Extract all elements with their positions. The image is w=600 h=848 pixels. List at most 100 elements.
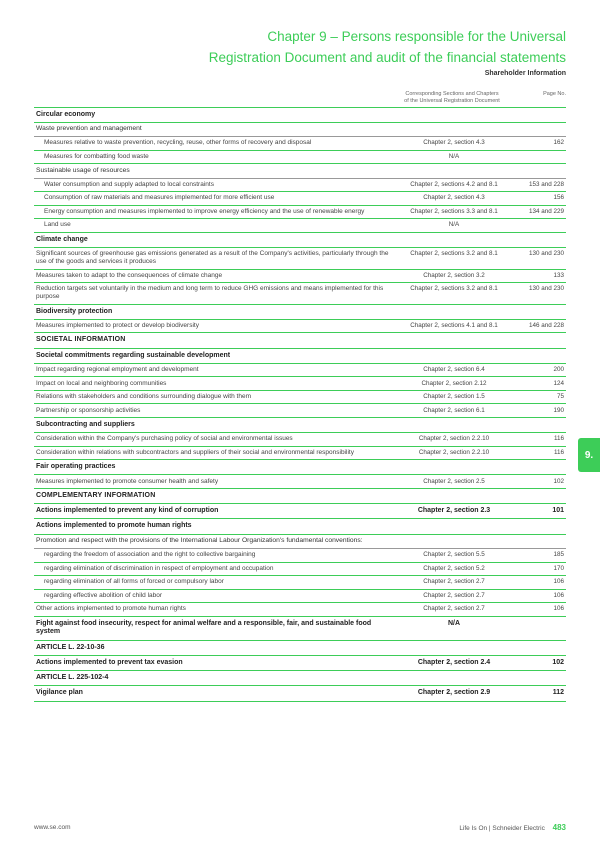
table-row-section: Chapter 2, sections 3.3 and 8.1 xyxy=(394,205,514,219)
table-row-page: 190 xyxy=(514,404,566,418)
table-row-page: 146 and 228 xyxy=(514,319,566,333)
section-ref xyxy=(394,640,514,655)
sub-heading: Promotion and respect with the provision… xyxy=(34,534,394,548)
col3-label: Page No. xyxy=(514,91,566,104)
section-heading: SOCIETAL INFORMATION xyxy=(34,333,394,348)
section-ref xyxy=(394,671,514,686)
table-row-desc: Consideration within relations with subc… xyxy=(34,446,394,460)
page-ref xyxy=(514,671,566,686)
section-heading: Vigilance plan xyxy=(34,686,394,701)
table-row-desc: Water consumption and supply adapted to … xyxy=(34,178,394,192)
table-row-section: Chapter 2, section 3.2 xyxy=(394,269,514,283)
table-row-section: Chapter 2, sections 4.2 and 8.1 xyxy=(394,178,514,192)
section-ref: N/A xyxy=(394,616,514,640)
column-headers: Corresponding Sections and Chapters of t… xyxy=(34,91,566,104)
section-ref xyxy=(394,333,514,348)
page-ref xyxy=(514,640,566,655)
table-row-section: N/A xyxy=(394,219,514,233)
table-row-desc: Land use xyxy=(34,219,394,233)
table-row-page: 133 xyxy=(514,269,566,283)
table-row-desc: Measures implemented to promote consumer… xyxy=(34,475,394,489)
page-footer: www.se.com Life Is On | Schneider Electr… xyxy=(34,823,566,832)
section-ref xyxy=(394,460,514,475)
table-row-page: 200 xyxy=(514,363,566,377)
table-row-desc: regarding elimination of all forms of fo… xyxy=(34,576,394,590)
page-ref xyxy=(514,333,566,348)
table-row-section: Chapter 2, section 2.7 xyxy=(394,589,514,603)
table-row-page: 75 xyxy=(514,390,566,404)
section-heading: Fair operating practices xyxy=(34,460,394,475)
table-row-page: 153 and 228 xyxy=(514,178,566,192)
table-row-section: Chapter 2, section 6.4 xyxy=(394,363,514,377)
table-row-desc: Relations with stakeholders and conditio… xyxy=(34,390,394,404)
section-heading: Societal commitments regarding sustainab… xyxy=(34,348,394,363)
section-heading: Climate change xyxy=(34,232,394,247)
header-subtitle: Shareholder Information xyxy=(34,70,566,77)
section-heading: Biodiversity protection xyxy=(34,304,394,319)
page-ref xyxy=(514,616,566,640)
table-row-page xyxy=(514,219,566,233)
table-row-page xyxy=(514,150,566,164)
table-row-section: Chapter 2, sections 4.1 and 8.1 xyxy=(394,319,514,333)
sub-heading: Sustainable usage of resources xyxy=(34,164,394,178)
table-row-page: 106 xyxy=(514,576,566,590)
page-ref xyxy=(514,519,566,534)
page-ref xyxy=(514,232,566,247)
footer-tagline: Life Is On | Schneider Electric xyxy=(459,825,545,832)
col2-label-b: of the Universal Registration Document xyxy=(404,98,500,104)
table-row-desc: Measures relative to waste prevention, r… xyxy=(34,137,394,151)
table-row-section: Chapter 2, section 2.12 xyxy=(394,377,514,391)
table-row-page: 106 xyxy=(514,589,566,603)
table-row-desc: Impact regarding regional employment and… xyxy=(34,363,394,377)
chapter-title-line2: Registration Document and audit of the f… xyxy=(34,49,566,67)
table-row-page: 130 and 230 xyxy=(514,283,566,305)
section-ref xyxy=(394,304,514,319)
page-ref: 102 xyxy=(514,655,566,670)
table-row-desc: Energy consumption and measures implemen… xyxy=(34,205,394,219)
table-row-section: Chapter 2, sections 3.2 and 8.1 xyxy=(394,247,514,269)
table-row-desc: Impact on local and neighboring communit… xyxy=(34,377,394,391)
page-ref xyxy=(514,107,566,122)
table-row-page: 124 xyxy=(514,377,566,391)
col2-label-a: Corresponding Sections and Chapters xyxy=(405,91,498,97)
section-heading: Actions implemented to prevent any kind … xyxy=(34,504,394,519)
table-row-section: Chapter 2, section 4.3 xyxy=(394,192,514,206)
chapter-title-line1: Chapter 9 – Persons responsible for the … xyxy=(34,28,566,46)
section-heading: COMPLEMENTARY INFORMATION xyxy=(34,488,394,503)
table-row-section: Chapter 2, section 6.1 xyxy=(394,404,514,418)
section-ref: Chapter 2, section 2.4 xyxy=(394,655,514,670)
section-ref xyxy=(394,348,514,363)
section-heading: ARTICLE L. 225-102-4 xyxy=(34,671,394,686)
table-row-desc: Reduction targets set voluntarily in the… xyxy=(34,283,394,305)
table-row-section: Chapter 2, section 1.5 xyxy=(394,390,514,404)
table-row-page: 170 xyxy=(514,562,566,576)
table-row-desc: regarding effective abolition of child l… xyxy=(34,589,394,603)
section-heading: Subcontracting and suppliers xyxy=(34,417,394,432)
page-ref: 112 xyxy=(514,686,566,701)
page-ref xyxy=(514,417,566,432)
table-row-page: 130 and 230 xyxy=(514,247,566,269)
table-row-section: Chapter 2, section 2.5 xyxy=(394,475,514,489)
sub-heading: Waste prevention and management xyxy=(34,122,394,136)
page-ref xyxy=(514,348,566,363)
section-heading: Circular economy xyxy=(34,107,394,122)
table-row-page: 156 xyxy=(514,192,566,206)
table-row-desc: regarding the freedom of association and… xyxy=(34,549,394,563)
section-ref xyxy=(394,107,514,122)
table-row-page: 102 xyxy=(514,475,566,489)
section-ref xyxy=(394,488,514,503)
table-row-desc: Consumption of raw materials and measure… xyxy=(34,192,394,206)
table-row-page: 134 and 229 xyxy=(514,205,566,219)
table-row-section: Chapter 2, section 2.7 xyxy=(394,603,514,617)
table-row-section: Chapter 2, section 2.2.10 xyxy=(394,446,514,460)
table-row-desc: Other actions implemented to promote hum… xyxy=(34,603,394,617)
section-ref xyxy=(394,417,514,432)
table-row-section: Chapter 2, sections 3.2 and 8.1 xyxy=(394,283,514,305)
cross-reference-table: Circular economyWaste prevention and man… xyxy=(34,107,566,702)
table-row-section: N/A xyxy=(394,150,514,164)
table-row-page: 185 xyxy=(514,549,566,563)
page-ref xyxy=(514,460,566,475)
table-row-desc: regarding elimination of discrimination … xyxy=(34,562,394,576)
section-ref xyxy=(394,232,514,247)
chapter-tab: 9. xyxy=(578,438,600,472)
